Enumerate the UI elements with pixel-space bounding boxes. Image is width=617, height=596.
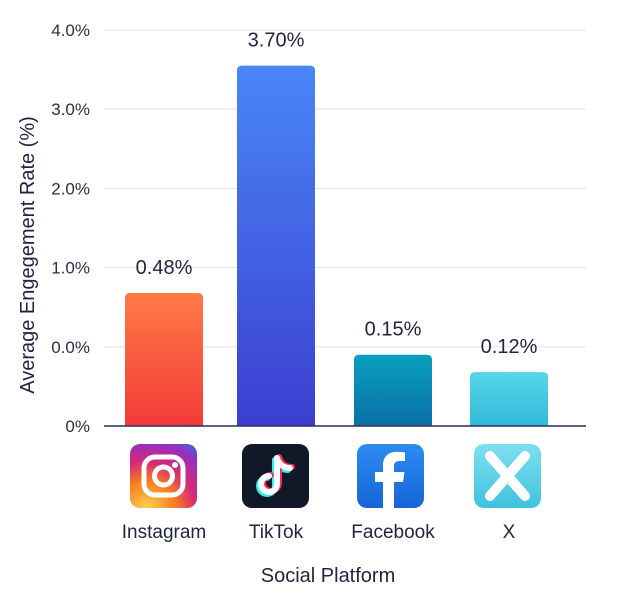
bar-tiktok [237,65,315,426]
bars [125,65,548,426]
x-axis-title: Social Platform [261,565,396,587]
bar-x [470,372,548,426]
data-label-instagram: 0.48% [136,257,193,279]
y-tick-label: 0% [65,417,90,436]
data-label-tiktok: 3.70% [248,30,305,52]
bar-instagram [125,292,203,426]
bar-facebook [354,354,432,426]
y-tick-label: 3.0% [51,100,90,119]
y-tick-label: 1.0% [51,259,90,278]
y-tick-label: 0.0% [51,338,90,357]
facebook-icon [357,444,424,508]
instagram-icon [130,444,197,508]
grid-lines [104,29,586,348]
category-label-x: X [503,522,516,543]
y-tick-label: 4.0% [51,21,90,40]
data-label-x: 0.12% [481,336,538,358]
y-tick-label: 2.0% [51,179,90,198]
y-axis-title: Average Engegement Rate (%) [17,116,39,394]
category-label-instagram: Instagram [122,522,206,543]
data-label-facebook: 0.15% [365,319,422,341]
category-label-tiktok: TikTok [249,522,304,543]
x-icon [474,444,541,508]
tiktok-icon [242,444,309,508]
y-axis-ticks: 0% 0.0% 1.0% 2.0% 3.0% 4.0% [51,21,90,436]
category-label-facebook: Facebook [351,522,435,543]
data-labels: 0.48% 3.70% 0.15% 0.12% [136,30,538,359]
